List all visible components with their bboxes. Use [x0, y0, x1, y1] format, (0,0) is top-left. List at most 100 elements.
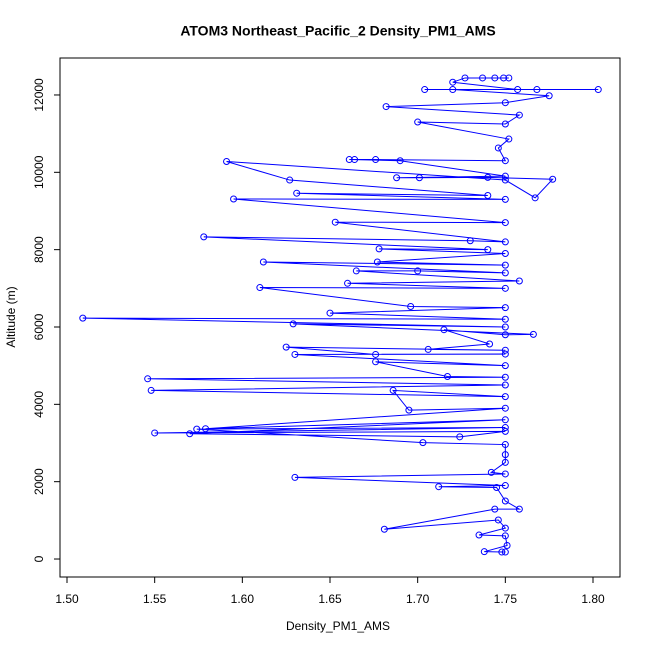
- data-point: [344, 279, 352, 287]
- data-point: [501, 532, 509, 540]
- data-point: [144, 375, 152, 383]
- data-point: [200, 233, 208, 241]
- data-point: [594, 86, 602, 94]
- data-point: [487, 468, 495, 476]
- data-point: [486, 340, 494, 348]
- data-point: [491, 505, 499, 513]
- data-point: [500, 74, 508, 82]
- data-point: [501, 482, 509, 490]
- data-point: [372, 156, 380, 164]
- data-point: [449, 78, 457, 86]
- data-point: [505, 74, 513, 82]
- data-point: [501, 269, 509, 277]
- data-point: [515, 277, 523, 285]
- data-point: [396, 157, 404, 165]
- x-tick-label: 1.50: [55, 592, 79, 606]
- data-point: [514, 86, 522, 94]
- data-point: [501, 451, 509, 459]
- x-tick-label: 1.60: [231, 592, 255, 606]
- data-point: [501, 323, 509, 331]
- data-point: [286, 176, 294, 184]
- data-point: [419, 439, 427, 447]
- data-point: [531, 194, 539, 202]
- data-point: [443, 372, 451, 380]
- data-point: [424, 345, 432, 353]
- x-tick-label: 1.55: [143, 592, 167, 606]
- data-point: [529, 330, 537, 338]
- data-point: [382, 103, 390, 111]
- data-point: [501, 458, 509, 466]
- data-point: [202, 425, 210, 433]
- data-point: [291, 350, 299, 358]
- data-point: [501, 350, 509, 358]
- data-point: [503, 541, 511, 549]
- data-point: [501, 404, 509, 412]
- data-point: [501, 427, 509, 435]
- data-point: [501, 346, 509, 354]
- data-point: [449, 86, 457, 94]
- data-point: [435, 483, 443, 491]
- data-point: [501, 120, 509, 128]
- y-tick-label: 4000: [32, 391, 46, 418]
- data-point: [501, 250, 509, 258]
- x-tick-label: 1.75: [494, 592, 518, 606]
- y-tick-label: 0: [32, 555, 46, 562]
- data-point: [151, 429, 159, 437]
- data-point: [498, 548, 506, 556]
- data-point: [440, 326, 448, 334]
- data-point: [372, 350, 380, 358]
- data-point: [282, 343, 290, 351]
- data-point: [345, 156, 353, 164]
- data-point: [373, 258, 381, 266]
- data-point: [256, 284, 264, 292]
- data-point: [259, 258, 267, 266]
- data-point: [545, 92, 553, 100]
- data-point: [393, 174, 401, 182]
- data-point: [375, 245, 383, 253]
- data-point: [484, 246, 492, 254]
- data-point: [289, 320, 297, 328]
- data-point: [501, 99, 509, 107]
- x-tick-label: 1.70: [406, 592, 430, 606]
- data-point: [501, 176, 509, 184]
- data-point: [501, 441, 509, 449]
- chart-title: ATOM3 Northeast_Pacific_2 Density_PM1_AM…: [180, 23, 495, 39]
- data-point: [515, 111, 523, 119]
- data-point: [479, 74, 487, 82]
- y-tick-label: 6000: [32, 313, 46, 340]
- data-point: [484, 192, 492, 200]
- data-point: [291, 473, 299, 481]
- data-point: [501, 470, 509, 478]
- data-point: [501, 373, 509, 381]
- plot-frame: [59, 57, 621, 578]
- data-point: [193, 425, 201, 433]
- data-point: [549, 175, 557, 183]
- data-point: [415, 174, 423, 182]
- data-point: [414, 267, 422, 275]
- x-tick-label: 1.80: [581, 592, 605, 606]
- y-tick-label: 10000: [32, 155, 46, 189]
- data-point: [380, 525, 388, 533]
- data-point: [533, 86, 541, 94]
- x-tick-label: 1.65: [318, 592, 342, 606]
- data-point: [466, 237, 474, 245]
- data-point: [515, 505, 523, 513]
- data-point: [331, 218, 339, 226]
- data-point: [405, 406, 413, 414]
- data-point: [79, 314, 87, 322]
- y-tick-label: 2000: [32, 468, 46, 495]
- data-point: [501, 261, 509, 269]
- data-point: [407, 302, 415, 310]
- data-point: [501, 331, 509, 339]
- data-point: [475, 531, 483, 539]
- data-point: [456, 433, 464, 441]
- data-point: [494, 144, 502, 152]
- data-point: [494, 516, 502, 524]
- y-axis-label: Altitude (m): [4, 286, 18, 347]
- data-point: [501, 157, 509, 165]
- data-point: [501, 416, 509, 424]
- data-point: [484, 173, 492, 181]
- data-point: [501, 284, 509, 292]
- data-point: [372, 358, 380, 366]
